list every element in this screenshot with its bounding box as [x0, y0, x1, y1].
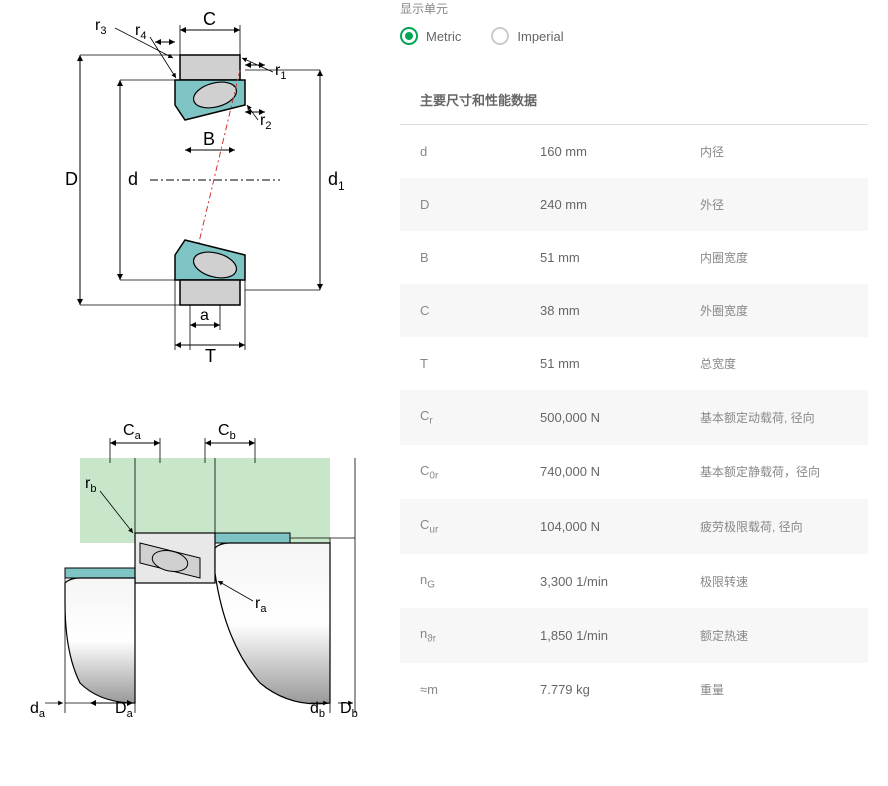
row-description: 基本额定动载荷, 径向 — [700, 409, 848, 426]
row-symbol: ≈m — [420, 682, 540, 697]
radio-label: Metric — [426, 29, 461, 44]
table-row: B51 mm内圈宽度 — [400, 231, 868, 284]
row-description: 总宽度 — [700, 355, 848, 372]
label-a: a — [200, 307, 209, 324]
row-value: 1,850 1/min — [540, 628, 700, 643]
row-value: 104,000 N — [540, 519, 700, 534]
data-panel: 显示单元 Metric Imperial 主要尺寸和性能数据 d160 mm内径… — [400, 0, 888, 786]
row-description: 重量 — [700, 681, 848, 698]
table-row: D240 mm外径 — [400, 178, 868, 231]
label-r2: r2 — [260, 112, 271, 132]
row-symbol: d — [420, 144, 540, 159]
row-symbol: B — [420, 250, 540, 265]
row-description: 疲劳极限载荷, 径向 — [700, 518, 848, 535]
label-r1: r1 — [275, 62, 286, 82]
table-row: nG3,300 1/min极限转速 — [400, 554, 868, 609]
row-value: 500,000 N — [540, 410, 700, 425]
shaft-mounting-diagram: Ca Cb rb ra da Da — [20, 413, 380, 736]
diagrams-panel: D d d1 C r3 — [0, 0, 400, 786]
label-C: C — [203, 10, 216, 29]
row-description: 极限转速 — [700, 573, 848, 590]
dimensions-table: d160 mm内径D240 mm外径B51 mm内圈宽度C38 mm外圈宽度T5… — [400, 125, 868, 716]
row-value: 740,000 N — [540, 464, 700, 479]
table-row: T51 mm总宽度 — [400, 337, 868, 390]
label-da: da — [30, 700, 46, 720]
label-D: D — [65, 169, 78, 189]
label-d: d — [128, 169, 138, 189]
row-value: 7.779 kg — [540, 682, 700, 697]
row-value: 160 mm — [540, 144, 700, 159]
table-row: C0r740,000 N基本额定静载荷，径向 — [400, 445, 868, 500]
row-value: 38 mm — [540, 303, 700, 318]
section-title: 主要尺寸和性能数据 — [400, 75, 868, 125]
table-row: Cr500,000 N基本额定动载荷, 径向 — [400, 390, 868, 445]
row-symbol: D — [420, 197, 540, 212]
row-description: 内圈宽度 — [700, 249, 848, 266]
label-d1: d1 — [328, 169, 345, 193]
table-row: C38 mm外圈宽度 — [400, 284, 868, 337]
bearing-cross-section-diagram: D d d1 C r3 — [20, 10, 380, 373]
row-description: 内径 — [700, 143, 848, 160]
label-r3: r3 — [95, 17, 106, 37]
row-symbol: Cur — [420, 517, 540, 536]
row-value: 3,300 1/min — [540, 574, 700, 589]
table-row: Cur104,000 N疲劳极限载荷, 径向 — [400, 499, 868, 554]
table-row: d160 mm内径 — [400, 125, 868, 178]
row-description: 基本额定静载荷，径向 — [700, 463, 848, 480]
table-row: nϑr1,850 1/min额定热速 — [400, 608, 868, 663]
radio-icon — [400, 27, 418, 45]
row-symbol: C — [420, 303, 540, 318]
row-description: 额定热速 — [700, 627, 848, 644]
radio-metric[interactable]: Metric — [400, 27, 461, 45]
row-value: 240 mm — [540, 197, 700, 212]
radio-icon — [491, 27, 509, 45]
label-Ca: Ca — [123, 422, 142, 442]
row-symbol: C0r — [420, 463, 540, 482]
table-row: ≈m7.779 kg重量 — [400, 663, 868, 716]
label-B: B — [203, 129, 215, 149]
label-T: T — [205, 346, 216, 366]
unit-selector: 显示单元 Metric Imperial — [400, 0, 868, 45]
unit-label: 显示单元 — [400, 0, 868, 17]
unit-radio-group: Metric Imperial — [400, 27, 868, 45]
row-value: 51 mm — [540, 356, 700, 371]
radio-label: Imperial — [517, 29, 563, 44]
row-symbol: nϑr — [420, 626, 540, 645]
row-symbol: nG — [420, 572, 540, 591]
row-description: 外圈宽度 — [700, 302, 848, 319]
label-Cb: Cb — [218, 422, 236, 442]
radio-imperial[interactable]: Imperial — [491, 27, 563, 45]
row-symbol: Cr — [420, 408, 540, 427]
row-description: 外径 — [700, 196, 848, 213]
row-value: 51 mm — [540, 250, 700, 265]
row-symbol: T — [420, 356, 540, 371]
